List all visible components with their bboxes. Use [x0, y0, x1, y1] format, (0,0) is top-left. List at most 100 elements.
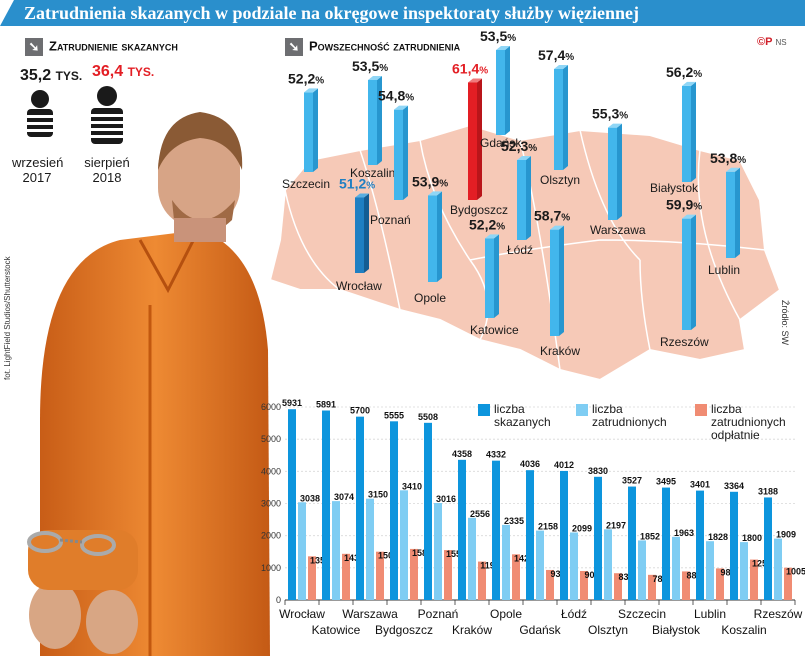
bar-label-poznan-1: 5508: [418, 412, 438, 422]
stat-2017-unit: TYS.: [55, 69, 83, 83]
bar-label-warszawa-3: 1502: [378, 551, 398, 561]
map-label-krakow: Kraków: [540, 344, 580, 358]
map-value-unit-poznan: %: [405, 93, 414, 104]
bar-label-lublin-3: 982: [720, 567, 735, 577]
bar-label-opole-3: 1420: [514, 553, 534, 563]
category-label-rzeszow: Rzeszów: [754, 607, 803, 621]
legend-swatch-skazanych: [478, 404, 490, 416]
bar-label-bialystok-1: 3495: [656, 477, 676, 487]
bar-label-szczecin-2: 1852: [640, 531, 660, 541]
bar-szczecin-3: [648, 574, 656, 600]
bar-label-koszalin-2: 1800: [742, 533, 762, 543]
map-label-lublin: Lublin: [708, 263, 740, 277]
stat-2018-month: sierpień: [84, 155, 130, 170]
map-bar-warszawa: [608, 127, 617, 220]
map-bar-lublin: [726, 171, 735, 258]
bar-lublin-2: [706, 541, 714, 600]
bar-bialystok-3: [682, 571, 690, 600]
map-bar-side-koszalin: [377, 76, 382, 165]
map-label-poznan: Poznań: [370, 213, 411, 227]
bar-label-katowice-1: 5891: [316, 400, 336, 410]
bar-warszawa-2: [366, 498, 374, 600]
map-bar-top-gdansk: [496, 46, 510, 50]
category-label-lodz: Łódź: [561, 607, 587, 621]
map-bar-szczecin: [304, 92, 313, 172]
bar-label-olsztyn-3: 833: [618, 572, 633, 582]
map-bar-olsztyn: [554, 68, 563, 170]
legend-zatrudnionych: liczba zatrudnionych: [592, 402, 667, 429]
bar-label-bialystok-3: 889: [686, 570, 701, 580]
bar-label-gdansk-2: 2158: [538, 522, 558, 532]
map-value-unit-lodz: %: [528, 143, 537, 154]
map-bar-side-bydgoszcz: [477, 78, 482, 200]
bar-poznan-3: [444, 550, 452, 600]
legend-odplatnie: liczba zatrudnionych odpłatnie: [711, 402, 786, 442]
map-bar-rzeszow: [682, 218, 691, 330]
map-bars: 52,2% Szczecin 53,5% Koszalin 54,8% Poznań 61,…: [282, 28, 746, 358]
page-title: Zatrudnienia skazanych w podziale na okr…: [24, 3, 640, 23]
hands-shape: [28, 530, 138, 654]
bar-bialystok-1: [662, 487, 670, 600]
bar-lublin-3: [716, 568, 724, 600]
handcuffs-icon: [27, 531, 116, 556]
map-bar-bydgoszcz: [468, 82, 477, 200]
bar-label-krakow-1: 4358: [452, 449, 472, 459]
bar-label-gdansk-3: 934: [550, 569, 565, 579]
map-value-unit-bialystok: %: [693, 69, 702, 80]
map-value-unit-opole: %: [439, 178, 448, 189]
stat-2017-number: 35,2: [20, 67, 52, 84]
map-bar-top-opole: [428, 191, 442, 196]
bar-wroclaw-3: [308, 556, 316, 600]
category-label-gdansk: Gdańsk: [519, 623, 561, 637]
bar-opole-1: [492, 460, 500, 600]
logo-suffix: NS: [775, 38, 787, 47]
left-section-title: Zatrudnienie skazanych: [49, 38, 178, 54]
map-value-unit-bydgoszcz: %: [479, 65, 488, 76]
bar-gdansk-1: [526, 470, 534, 600]
bar-krakow-3: [478, 561, 486, 600]
bar-label-lublin-1: 3401: [690, 480, 710, 490]
map-value-bydgoszcz: 61,4%: [452, 60, 488, 76]
map-value-unit-warszawa: %: [619, 111, 628, 122]
legend-skazanych: liczba skazanych: [494, 402, 551, 429]
legend-swatch-zatrudnionych: [576, 404, 588, 416]
map-section-header: ➘ Powszechność zatrudnienia: [285, 38, 460, 56]
bar-label-krakow-3: 1195: [480, 561, 500, 571]
stat-2018-value: 36,4 TYS.: [92, 63, 154, 81]
bar-label-wroclaw-3: 1358: [310, 555, 330, 565]
map-value-unit-wroclaw: %: [366, 180, 375, 191]
bar-label-wroclaw-2: 3038: [300, 493, 320, 503]
bar-poznan-2: [434, 502, 442, 600]
ytick-0: 0: [276, 595, 281, 605]
map-bar-top-bydgoszcz: [468, 78, 482, 83]
bar-lodz-2: [570, 532, 578, 600]
bar-gdansk-2: [536, 530, 544, 600]
bar-chart-marks: 5931 3038 1358 5891 3074 1436 5700 3150 1502 5555…: [282, 398, 805, 600]
header-bar: Zatrudnienia skazanych w podziale na okr…: [0, 0, 805, 26]
map-label-szczecin: Szczecin: [282, 177, 330, 191]
bar-label-warszawa-1: 5700: [350, 406, 370, 416]
map-value-bialystok: 56,2%: [666, 64, 702, 80]
map-label-wroclaw: Wrocław: [336, 279, 382, 293]
bar-szczecin-1: [628, 486, 636, 600]
map-bar-side-poznan: [403, 105, 408, 200]
map-value-poznan: 54,8%: [378, 88, 414, 104]
map-bar-katowice: [485, 238, 494, 318]
map-bar-top-lublin: [726, 167, 740, 172]
bar-olsztyn-2: [604, 529, 612, 600]
map-bar-opole: [428, 195, 437, 282]
map-bar-side-krakow: [559, 225, 564, 336]
category-label-wroclaw: Wrocław: [279, 607, 325, 621]
stat-2017-year: 2017: [22, 170, 52, 185]
bar-label-olsztyn-1: 3830: [588, 466, 608, 476]
map-bar-top-wroclaw: [355, 193, 369, 198]
ytick-3000: 3000: [261, 499, 281, 509]
ytick-1000: 1000: [261, 563, 281, 573]
bar-lublin-1: [696, 490, 704, 600]
head-shape: [158, 128, 240, 228]
map-value-rzeszow: 59,9%: [666, 197, 702, 213]
map-label-koszalin: Koszalin: [350, 166, 395, 180]
map-value-unit-szczecin: %: [315, 75, 324, 86]
map-value-gdansk: 53,5%: [480, 28, 516, 44]
